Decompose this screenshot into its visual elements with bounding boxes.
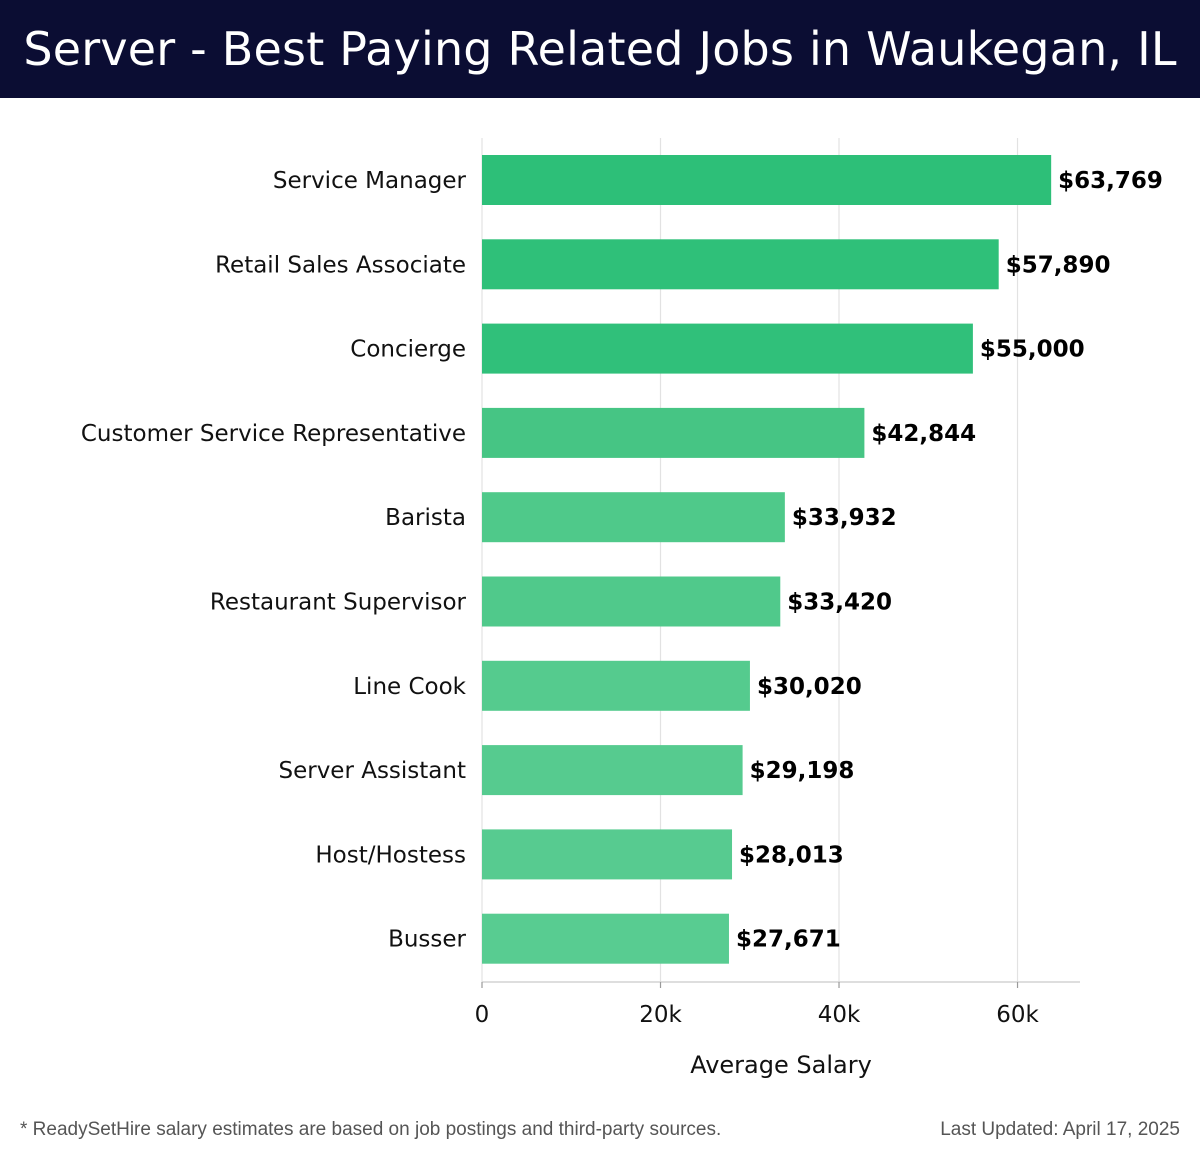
bar (482, 745, 743, 796)
category-labels: Service Manager Retail Sales Associate Con… (81, 168, 467, 953)
category-label: Concierge (350, 337, 466, 363)
category-label: Host/Hostess (315, 842, 466, 868)
value-label: $30,020 (757, 674, 862, 700)
category-label: Retail Sales Associate (215, 252, 466, 278)
category-label: Service Manager (273, 168, 467, 194)
x-tick-label: 40k (818, 1002, 861, 1028)
footer-note: * ReadySetHire salary estimates are base… (20, 1119, 722, 1140)
bar (482, 576, 781, 627)
bar-chart: Service Manager Retail Sales Associate Con… (81, 138, 1163, 1079)
bar (482, 407, 865, 458)
bar (482, 239, 999, 290)
bars (482, 155, 1052, 964)
title-bar: Server - Best Paying Related Jobs in Wau… (0, 0, 1200, 98)
value-label: $33,932 (792, 505, 897, 531)
bar (482, 660, 750, 711)
category-label: Server Assistant (278, 758, 466, 784)
last-updated: Last Updated: April 17, 2025 (940, 1119, 1180, 1140)
value-label: $28,013 (739, 842, 844, 868)
value-label: $29,198 (750, 758, 855, 784)
value-label: $55,000 (980, 337, 1085, 363)
x-tick-label: 0 (475, 1002, 490, 1028)
value-label: $33,420 (787, 590, 892, 616)
value-label: $27,671 (736, 927, 841, 953)
bar (482, 829, 733, 880)
x-axis: 0 20k 40k 60k Average Salary (475, 981, 1080, 1079)
x-axis-title: Average Salary (690, 1051, 872, 1079)
chart-title: Server - Best Paying Related Jobs in Wau… (23, 22, 1177, 76)
bar (482, 155, 1052, 205)
category-label: Restaurant Supervisor (210, 590, 467, 616)
value-label: $42,844 (871, 421, 976, 447)
category-label: Customer Service Representative (81, 421, 466, 447)
category-label: Busser (388, 927, 466, 953)
category-label: Barista (385, 505, 466, 531)
value-labels: $63,769 $57,890 $55,000 $42,844 $33,932 $33,4… (736, 168, 1163, 953)
value-label: $57,890 (1006, 252, 1111, 278)
x-tick-label: 60k (996, 1002, 1039, 1028)
value-label: $63,769 (1058, 168, 1163, 194)
bar (482, 492, 785, 543)
bar (482, 913, 729, 964)
category-label: Line Cook (353, 674, 466, 700)
x-tick-label: 20k (639, 1002, 682, 1028)
bar (482, 323, 973, 374)
